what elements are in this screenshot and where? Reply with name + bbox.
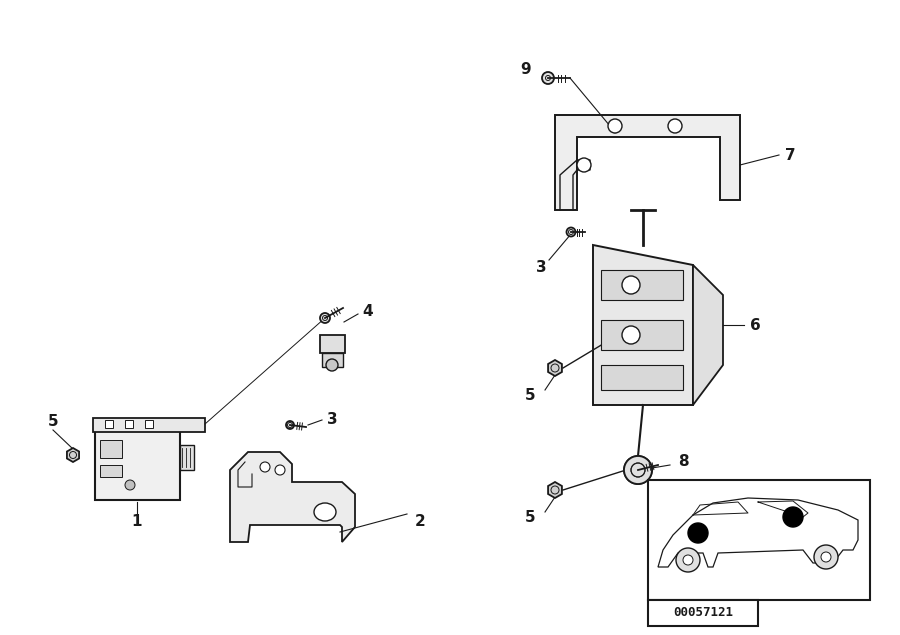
Circle shape [577,158,591,172]
Text: 3: 3 [327,413,338,427]
Bar [322,353,343,367]
Polygon shape [93,418,205,432]
Bar [601,320,683,350]
Bar [601,270,683,300]
Bar [648,480,870,600]
Polygon shape [548,482,562,498]
Circle shape [566,227,575,236]
Circle shape [814,545,838,569]
Text: 4: 4 [363,305,374,319]
Bar [145,420,153,428]
Circle shape [260,462,270,472]
Circle shape [608,119,622,133]
Bar [95,430,180,500]
Text: 7: 7 [785,147,796,163]
Bar [105,420,113,428]
Text: 9: 9 [521,62,531,77]
Polygon shape [658,498,858,567]
Bar [125,420,133,428]
Circle shape [668,119,682,133]
Polygon shape [555,115,740,210]
Circle shape [622,276,640,294]
Text: 00057121: 00057121 [673,606,733,620]
Circle shape [320,313,330,323]
Polygon shape [693,265,723,405]
Circle shape [624,456,652,484]
Circle shape [275,465,285,475]
Text: 2: 2 [415,514,426,530]
Polygon shape [230,452,355,542]
Bar [100,465,122,477]
Circle shape [688,523,708,543]
Circle shape [542,72,554,84]
Circle shape [326,359,338,371]
Text: 1: 1 [131,514,142,530]
Text: 8: 8 [678,455,688,469]
Circle shape [286,421,294,429]
Polygon shape [67,448,79,462]
Bar [320,335,345,353]
Polygon shape [548,360,562,376]
Text: 3: 3 [536,260,546,274]
Circle shape [624,456,652,484]
Bar [100,440,122,458]
Circle shape [783,507,803,527]
Ellipse shape [314,503,336,521]
Circle shape [683,555,693,565]
Circle shape [622,326,640,344]
Text: 6: 6 [750,318,760,333]
Bar [180,445,194,470]
Text: 5: 5 [525,511,535,526]
Bar [648,600,758,626]
Text: 5: 5 [525,389,535,403]
Circle shape [821,552,831,562]
Circle shape [125,480,135,490]
Bar [601,365,683,390]
Text: 5: 5 [48,415,58,429]
Circle shape [676,548,700,572]
Polygon shape [593,245,693,405]
